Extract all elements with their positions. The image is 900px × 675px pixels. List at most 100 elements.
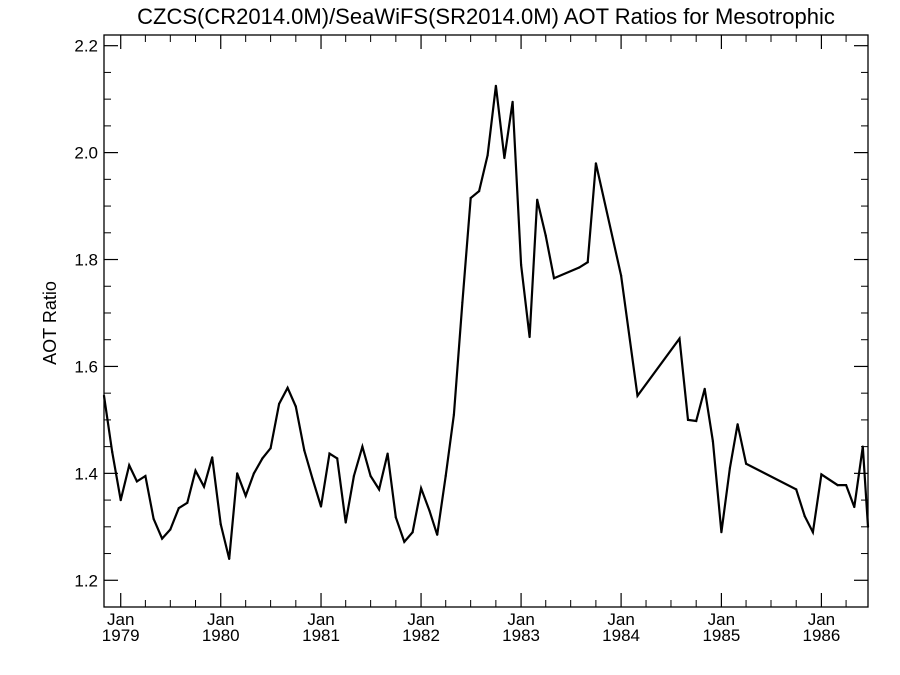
data-point bbox=[428, 509, 431, 512]
data-point bbox=[219, 523, 222, 526]
data-point bbox=[795, 488, 798, 491]
x-tick-label-month: Jan bbox=[307, 610, 334, 629]
data-point bbox=[536, 198, 539, 201]
data-point bbox=[135, 480, 138, 483]
y-tick-label: 2.0 bbox=[74, 144, 98, 163]
data-point bbox=[352, 474, 355, 478]
data-point bbox=[144, 474, 147, 478]
data-point bbox=[678, 337, 681, 340]
data-point bbox=[294, 405, 297, 408]
y-ticks: 1.2 1.4 1.6 1.8 2.0 2.2 bbox=[74, 37, 868, 590]
data-point bbox=[745, 462, 748, 465]
x-tick-label-year: 1982 bbox=[402, 626, 440, 645]
data-point bbox=[420, 487, 423, 490]
x-tick-label-month: Jan bbox=[107, 610, 134, 629]
data-point bbox=[620, 274, 623, 277]
data-point bbox=[378, 488, 381, 491]
data-point bbox=[211, 456, 214, 459]
data-point bbox=[236, 472, 239, 475]
data-point bbox=[177, 507, 180, 510]
chart-title: CZCS(CR2014.0M)/SeaWiFS(SR2014.0M) AOT R… bbox=[137, 4, 835, 29]
series-group bbox=[102, 84, 870, 561]
data-point bbox=[411, 531, 414, 534]
data-point bbox=[586, 261, 589, 264]
data-point bbox=[452, 413, 455, 416]
data-point bbox=[244, 494, 247, 497]
data-point bbox=[578, 266, 581, 269]
data-point bbox=[836, 484, 839, 487]
plot-frame bbox=[103, 34, 869, 608]
data-point bbox=[369, 474, 372, 478]
x-tick-label-year: 1986 bbox=[803, 626, 841, 645]
y-axis-label: AOT Ratio bbox=[40, 281, 60, 365]
data-point bbox=[128, 464, 131, 467]
data-point bbox=[119, 499, 122, 502]
y-tick-label: 1.8 bbox=[74, 251, 98, 270]
data-point bbox=[303, 449, 306, 452]
data-point bbox=[503, 156, 506, 160]
data-point bbox=[169, 528, 172, 531]
data-point bbox=[186, 501, 189, 504]
data-point bbox=[386, 452, 389, 455]
data-point bbox=[311, 477, 314, 480]
data-point bbox=[344, 521, 347, 524]
data-point bbox=[228, 557, 231, 561]
data-point bbox=[469, 196, 472, 200]
data-point bbox=[736, 423, 739, 426]
data-point bbox=[552, 277, 556, 280]
x-tick-label-month: Jan bbox=[607, 610, 634, 629]
data-point bbox=[803, 515, 806, 518]
data-point bbox=[394, 516, 397, 519]
data-point bbox=[594, 162, 598, 165]
data-point bbox=[269, 447, 272, 450]
data-point bbox=[111, 450, 114, 454]
data-point bbox=[261, 457, 264, 460]
minor-ticks bbox=[104, 35, 868, 608]
x-tick-label-year: 1980 bbox=[202, 626, 240, 645]
data-point bbox=[319, 505, 323, 508]
x-tick-label-month: Jan bbox=[808, 610, 835, 629]
data-point bbox=[336, 457, 339, 460]
y-tick-label: 1.4 bbox=[74, 464, 98, 483]
data-point bbox=[853, 505, 856, 509]
data-point bbox=[278, 402, 281, 405]
data-point bbox=[528, 335, 531, 339]
x-tick-label-year: 1984 bbox=[602, 626, 640, 645]
data-point bbox=[444, 474, 447, 478]
data-point bbox=[161, 537, 164, 540]
data-point bbox=[461, 301, 464, 304]
data-point bbox=[328, 452, 331, 455]
data-point bbox=[494, 84, 497, 87]
x-tick-label-year: 1979 bbox=[102, 626, 140, 645]
data-point bbox=[520, 263, 523, 266]
x-tick-label-month: Jan bbox=[207, 610, 234, 629]
data-point bbox=[686, 418, 690, 421]
data-point bbox=[102, 394, 106, 397]
data-point bbox=[711, 440, 715, 443]
data-point bbox=[361, 445, 364, 448]
y-tick-label: 1.6 bbox=[74, 357, 98, 376]
data-point bbox=[486, 154, 489, 157]
x-ticks: Jan1979Jan1980Jan1981Jan1982Jan1983Jan19… bbox=[102, 35, 841, 645]
data-point bbox=[861, 445, 864, 448]
data-point bbox=[194, 469, 197, 472]
x-tick-label-month: Jan bbox=[708, 610, 735, 629]
data-point bbox=[811, 531, 815, 534]
data-point bbox=[703, 387, 706, 390]
x-tick-label-year: 1985 bbox=[702, 626, 740, 645]
data-point bbox=[252, 472, 255, 475]
data-point bbox=[436, 533, 439, 536]
data-point bbox=[403, 540, 406, 543]
data-point bbox=[820, 473, 823, 476]
x-tick-label-year: 1983 bbox=[502, 626, 540, 645]
data-point bbox=[866, 525, 870, 528]
data-point bbox=[720, 531, 723, 534]
x-tick-label-month: Jan bbox=[407, 610, 434, 629]
y-tick-label: 1.2 bbox=[74, 571, 98, 590]
data-point bbox=[511, 100, 514, 103]
data-point bbox=[478, 190, 481, 193]
data-point bbox=[695, 419, 698, 423]
data-point bbox=[544, 234, 547, 237]
data-point bbox=[728, 466, 732, 470]
